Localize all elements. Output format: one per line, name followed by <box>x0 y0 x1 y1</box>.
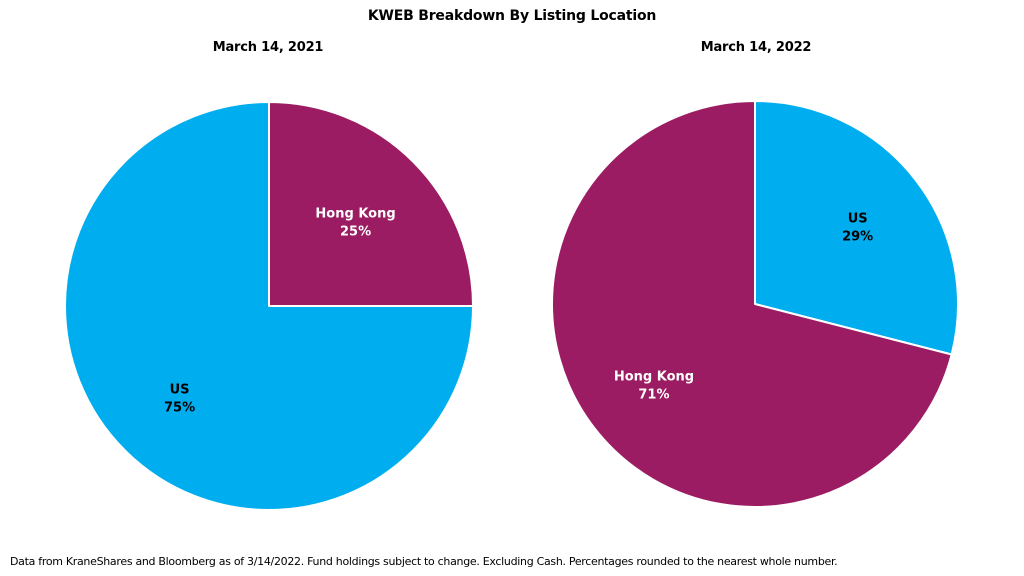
slice-label-us: US <box>170 382 190 397</box>
pie-svg-2021: Hong Kong 25% US 75% <box>64 101 474 511</box>
slice-value-hong-kong: 71% <box>638 387 669 402</box>
chart-title: KWEB Breakdown By Listing Location <box>367 8 657 24</box>
slice-value-us: 29% <box>842 229 873 244</box>
slice-label-hong-kong: Hong Kong <box>315 206 395 221</box>
pie-slice-hong-kong <box>551 100 953 508</box>
pie-slice-us <box>64 101 474 511</box>
footnote: Data from KraneShares and Bloomberg as o… <box>10 555 838 568</box>
pie-title-2021: March 14, 2021 <box>212 40 324 55</box>
slice-label-us: US <box>848 211 868 226</box>
pie-title-2022: March 14, 2022 <box>700 40 812 55</box>
pie-chart-2021: March 14, 2021 Hong Kong 25% US 75% <box>0 0 512 540</box>
slice-value-hong-kong: 25% <box>340 224 371 239</box>
pie-slice-us <box>754 100 959 356</box>
slice-value-us: 75% <box>164 400 195 415</box>
pie-chart-2022: March 14, 2022 US 29% Hong Kong 71% <box>512 0 1024 540</box>
slice-label-hong-kong: Hong Kong <box>614 369 694 384</box>
pie-svg-2022: US 29% Hong Kong 71% <box>551 100 959 508</box>
pie-slice-hong-kong <box>268 101 474 307</box>
